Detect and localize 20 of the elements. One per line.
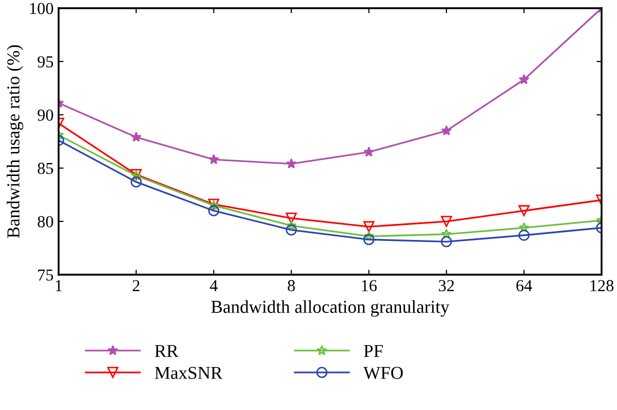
y-tick-label: 80 bbox=[38, 216, 54, 228]
x-tick-label: 8 bbox=[288, 280, 295, 292]
y-tick-label: 90 bbox=[38, 110, 54, 121]
y-tick-label: 85 bbox=[38, 162, 54, 174]
legend-label: RR bbox=[154, 345, 178, 357]
x-tick-label: 64 bbox=[516, 280, 532, 292]
x-tick-label: 2 bbox=[132, 280, 140, 292]
x-tick-label: 1 bbox=[56, 280, 62, 292]
y-axis-title: Bandwidth usage ratio (%) bbox=[6, 45, 24, 238]
legend-label: MaxSNR bbox=[154, 366, 223, 379]
x-tick-label: 4 bbox=[210, 280, 218, 292]
y-tick-label: 100 bbox=[30, 2, 54, 14]
x-tick-label: 32 bbox=[438, 280, 454, 292]
legend-label: WFO bbox=[363, 366, 403, 380]
x-axis-title: Bandwidth allocation granularity bbox=[211, 300, 450, 317]
x-tick-label: 128 bbox=[590, 280, 614, 292]
y-tick-label: 95 bbox=[38, 56, 54, 68]
y-tick-label: 75 bbox=[38, 270, 54, 281]
legend-label: PF bbox=[364, 345, 383, 357]
x-tick-label: 16 bbox=[362, 280, 377, 292]
